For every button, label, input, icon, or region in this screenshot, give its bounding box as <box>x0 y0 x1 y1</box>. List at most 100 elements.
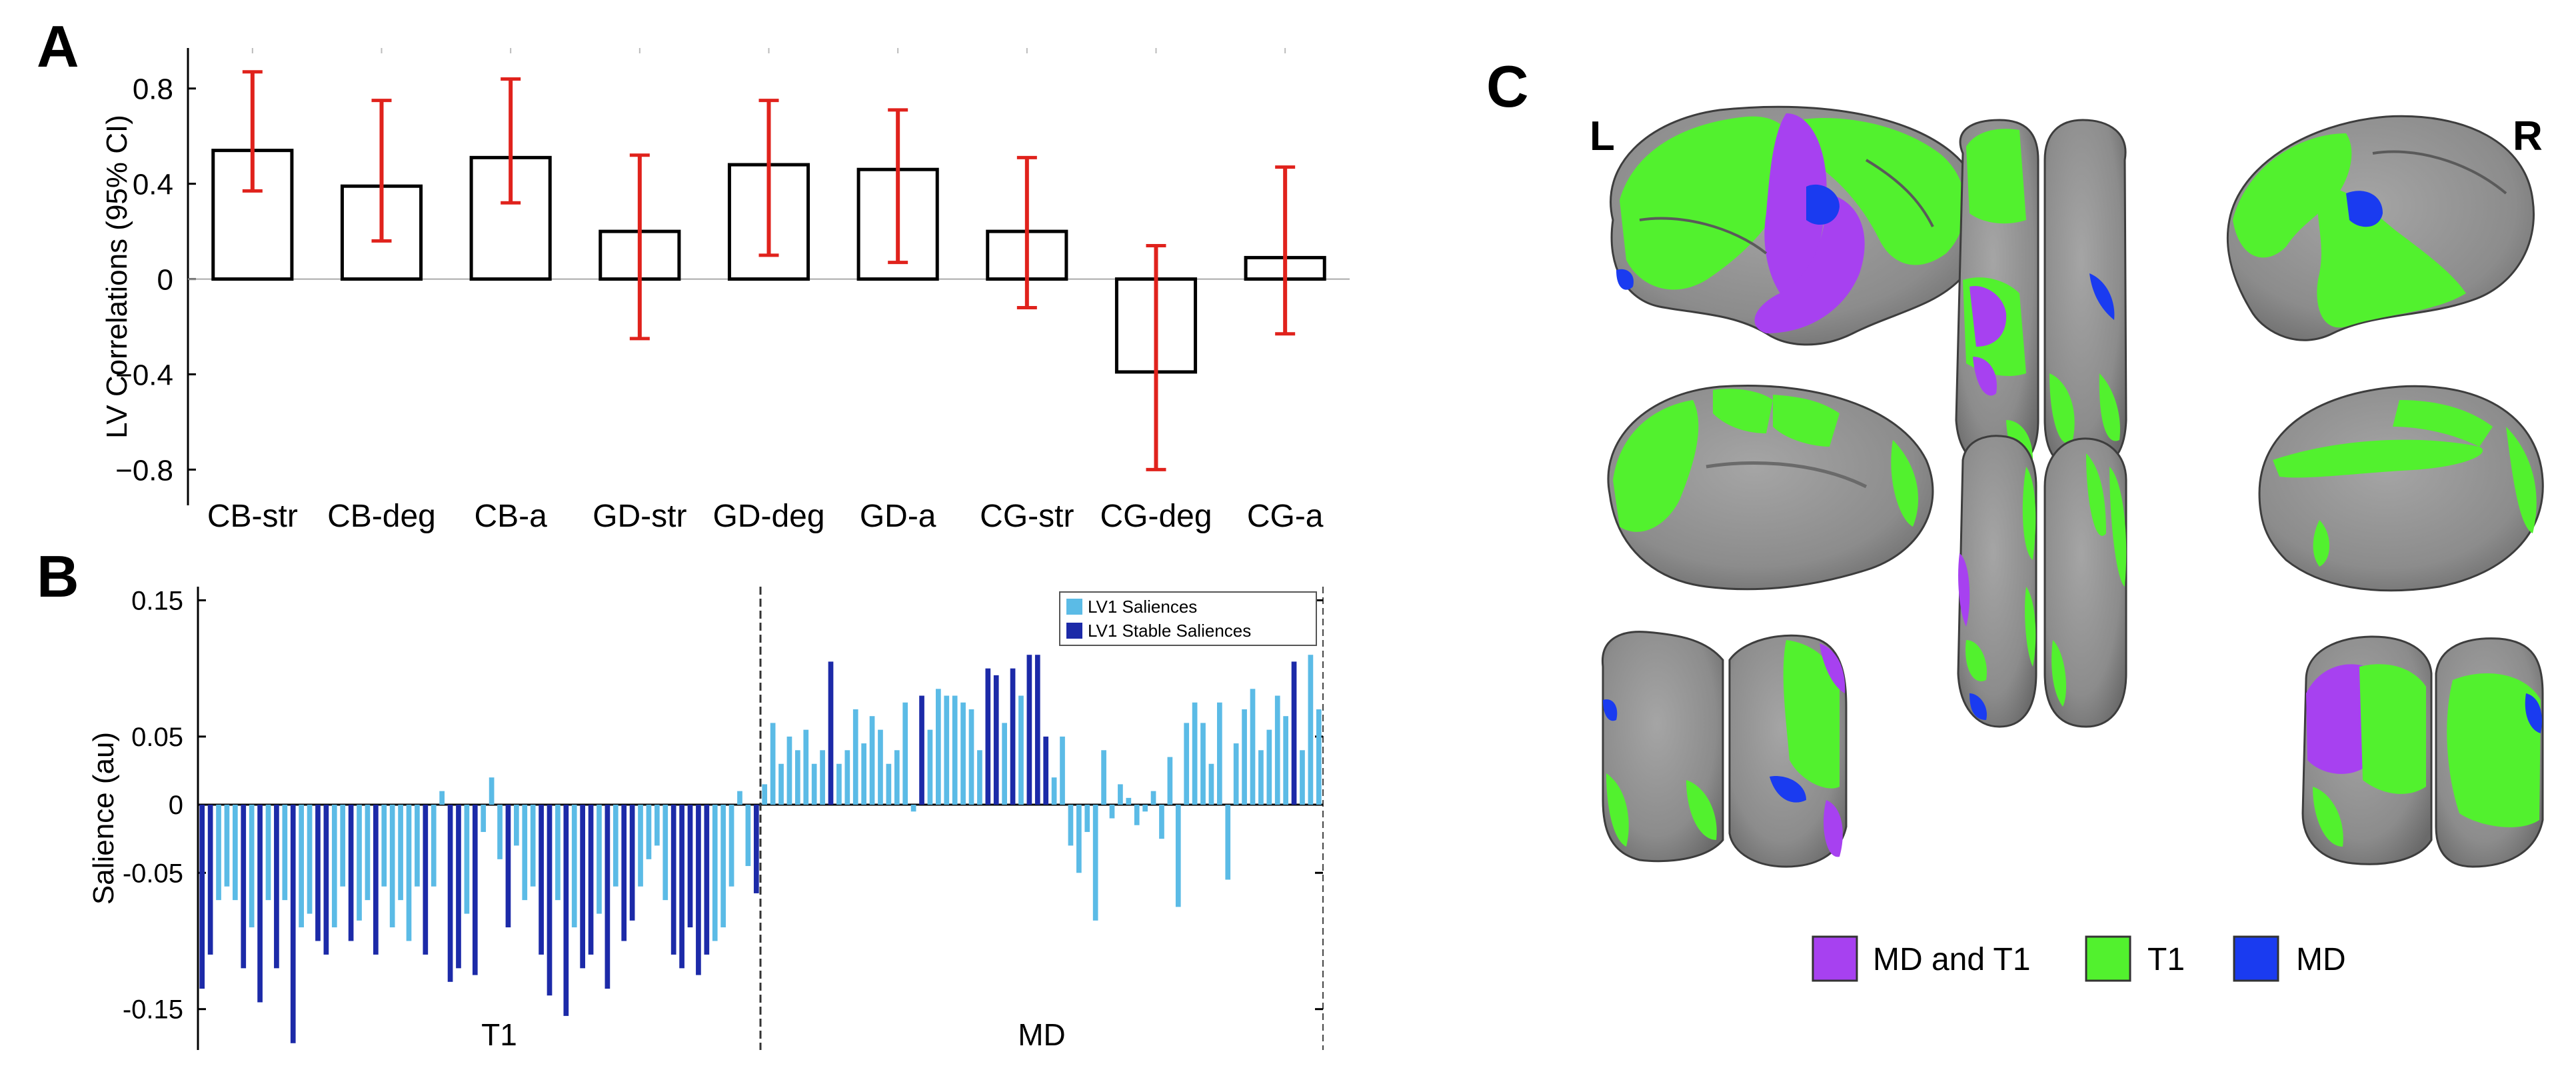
y-axis-label-b: Salience (au) <box>87 732 120 905</box>
bar-b <box>712 805 718 941</box>
bar-b <box>728 805 734 887</box>
y-tick-label-b: -0.05 <box>123 859 183 888</box>
bar-b <box>1034 655 1040 805</box>
bar-b <box>249 805 255 928</box>
bar-b <box>1291 661 1297 805</box>
y-tick-label-b: -0.15 <box>123 995 183 1025</box>
bar-b <box>1316 709 1322 805</box>
bar-b <box>1258 750 1264 805</box>
legend-swatch-stable <box>1066 623 1082 639</box>
panel-letter-a: A <box>37 13 79 79</box>
legend-box-b <box>1059 591 1317 646</box>
bar-b <box>654 805 660 846</box>
bar-b <box>315 805 321 941</box>
bar-b <box>762 784 768 805</box>
bar-b <box>1010 668 1016 805</box>
legend-label-t1: T1 <box>2147 942 2185 977</box>
bar-b <box>696 805 701 975</box>
bar-b <box>844 750 850 805</box>
bar-b <box>613 805 619 887</box>
y-tick-label-b: 0.15 <box>131 586 183 615</box>
bar-b <box>646 805 652 859</box>
brain-right-lateral <box>2226 115 2535 341</box>
bar-b <box>795 750 800 805</box>
bar-b <box>902 702 908 805</box>
bar-b <box>1300 750 1305 805</box>
y-tick-label-a: −0.8 <box>115 454 173 487</box>
bar-b <box>233 805 238 901</box>
bar-b <box>323 805 329 955</box>
bar-b <box>894 750 900 805</box>
bar-b <box>365 805 371 901</box>
brain-left-lateral <box>1610 105 1982 346</box>
bar-b <box>1233 743 1239 805</box>
bar-b <box>199 805 205 989</box>
bar-b <box>274 805 279 969</box>
bar-b <box>1167 757 1173 805</box>
bar-b <box>505 805 511 928</box>
bar-b <box>522 805 528 901</box>
bar-b <box>605 805 611 989</box>
bar-b <box>786 736 792 805</box>
bar-b <box>1118 784 1123 805</box>
legend-label-md-and-t1: MD and T1 <box>1873 942 2031 977</box>
bar-b <box>1217 702 1222 805</box>
bar-b <box>803 729 809 805</box>
brain-left-medial <box>1607 384 1934 591</box>
bar-b <box>547 805 553 996</box>
bar-b <box>737 791 742 805</box>
x-tick-label-a: CG-str <box>980 499 1074 534</box>
bar-b <box>539 805 544 955</box>
bar-b <box>910 805 916 812</box>
brain-left-posterior <box>1601 631 1848 868</box>
panel-letter-c: C <box>1486 53 1529 119</box>
bar-b <box>919 695 924 805</box>
bar-b <box>778 763 784 805</box>
bar-b <box>1084 805 1090 832</box>
bar-b <box>588 805 594 955</box>
bar-b <box>456 805 461 969</box>
bar-b <box>381 805 387 887</box>
bar-b <box>927 729 933 805</box>
bar-b <box>662 805 668 901</box>
y-tick-label-b: 0.05 <box>131 723 183 752</box>
bar-b <box>597 805 602 914</box>
x-tick-label-a: CB-deg <box>327 499 436 534</box>
bar-b <box>530 805 536 887</box>
y-tick-label-a: −0.4 <box>115 359 173 391</box>
bar-b <box>1101 750 1106 805</box>
group-label-b: T1 <box>481 1017 517 1052</box>
bar-b <box>670 805 676 955</box>
bar-b <box>1159 805 1164 839</box>
bar-b <box>299 805 304 928</box>
bar-b <box>1060 736 1065 805</box>
bar-b <box>307 805 313 914</box>
y-axis-label-a: LV Correlations (95% CI) <box>101 115 133 439</box>
chart-b-saliences: -0.15 -0.05 0 0.05 0.15 T1 MD Salience (au) LV1 … <box>87 586 1324 1052</box>
bar-b <box>481 805 487 832</box>
x-tick-label-a: CG-deg <box>1100 499 1212 534</box>
bar-b <box>1266 729 1272 805</box>
bar-b <box>464 805 470 914</box>
bar-b <box>861 743 866 805</box>
bar-b <box>1274 695 1280 805</box>
bar-b <box>423 805 429 955</box>
bar-b <box>1142 805 1148 812</box>
bar-b <box>820 750 825 805</box>
bar-b <box>852 709 858 805</box>
bar-b <box>679 805 684 969</box>
panel-letter-b: B <box>37 543 79 609</box>
bar-b <box>638 805 643 887</box>
bar-b <box>1200 723 1206 805</box>
y-tick-label-a: 0.4 <box>133 169 173 201</box>
bar-b <box>447 805 453 982</box>
bar-b <box>704 805 710 955</box>
bar-b <box>282 805 288 901</box>
bar-b <box>753 805 759 893</box>
bar-b <box>580 805 585 969</box>
bar-b <box>389 805 395 928</box>
bar-b <box>629 805 635 921</box>
bar-b <box>1192 702 1198 805</box>
bar-b <box>944 695 950 805</box>
chart-a-lv-correlations: −0.8 −0.4 0 0.4 0.8 CB-str CB-deg CB-a GD-str GD-… <box>101 48 1350 534</box>
